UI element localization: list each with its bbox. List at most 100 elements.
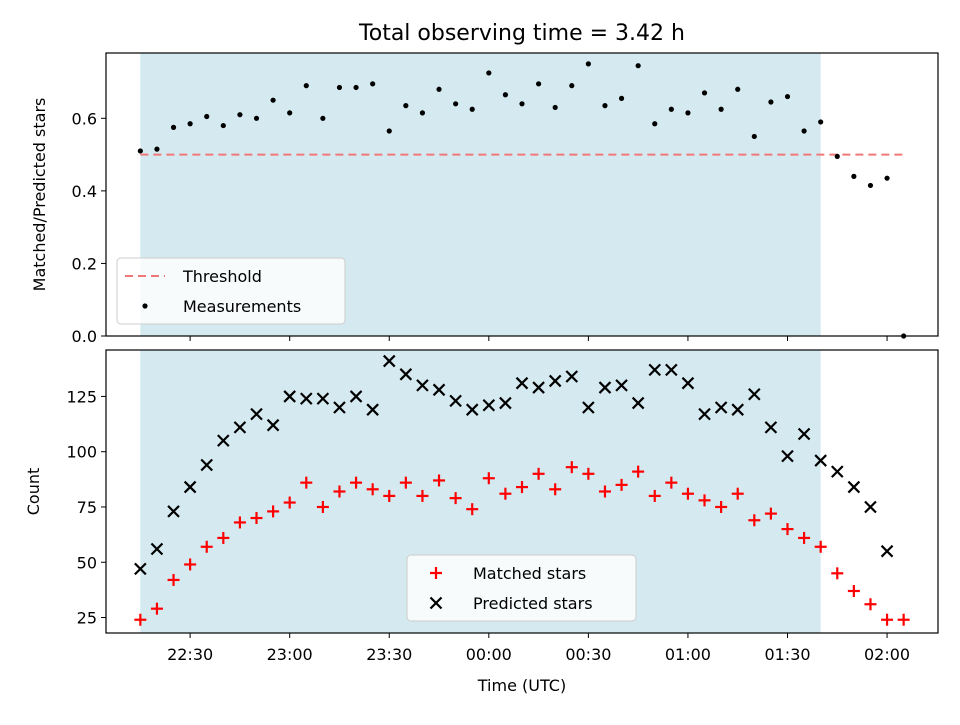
top-ticks: 0.0 0.2 0.4 0.6 [72,109,888,346]
measurement-point [486,70,492,76]
matched-star-point [731,487,744,500]
x-tick-label: 23:00 [267,645,313,664]
predicted-star-point [499,396,512,410]
matched-star-point [350,476,363,489]
predicted-star-point [698,407,711,421]
matched-star-point [516,481,528,494]
predicted-star-point [582,401,595,414]
matched-star-point [482,472,495,485]
measurement-point [867,182,874,189]
bottom-legend: Matched stars Predicted stars [406,554,637,622]
matched-star-point [366,483,379,496]
measurement-point [602,103,608,109]
predicted-star-point [333,401,346,414]
predicted-stars-points [134,354,894,576]
top-y-tick-label: 0.2 [72,254,97,273]
predicted-star-point [814,454,827,467]
predicted-star-point [731,403,744,416]
predicted-star-point [598,381,612,394]
matched-stars-points [134,461,910,626]
measurements-legend-swatch [142,303,148,309]
measurement-point [353,84,359,91]
measurement-point [436,86,442,92]
predicted-star-point [233,421,247,434]
measurement-point [187,121,193,127]
matched-star-point [565,461,578,474]
top-legend-box [116,257,346,325]
measurement-point [469,106,475,112]
predicted-star-point [432,383,446,397]
measurement-point [220,122,226,129]
predicted-star-point [648,363,662,377]
predicted-star-point [316,392,330,405]
top-y-tick-label: 0.4 [72,182,97,201]
matched-star-point [433,474,446,487]
predicted-star-point [266,418,280,432]
measurement-point [718,106,724,112]
measurement-point [801,128,807,134]
predicted-legend-marker [429,596,443,610]
matched-star-point [615,478,628,491]
predicted-star-point [781,449,794,463]
matched-star-point [233,516,246,529]
matched-star-point [200,540,213,553]
bottom-y-tick-label: 125 [66,387,97,406]
predicted-star-point [515,376,529,390]
matched-star-point [549,483,562,496]
x-tick-label: 00:30 [565,645,611,664]
top-legend: Threshold Measurements [116,257,346,325]
matched-star-point [167,573,180,586]
matched-star-point [665,476,678,489]
bottom-y-tick-label: 100 [66,443,97,462]
matched-star-point [250,512,263,525]
matched-legend-marker [430,567,442,579]
predicted-star-point [681,376,695,390]
matched-star-point [881,613,894,626]
predicted-star-point [665,363,678,377]
predicted-star-point [565,370,579,383]
matched-star-point [449,492,462,505]
chart-title: Total observing time = 3.42 h [358,21,685,46]
measurement-point [303,83,309,89]
measurement-point [818,119,824,125]
measurement-point [685,110,691,116]
measurement-point [270,97,276,103]
predicted-star-point [748,387,761,401]
x-axis-label: Time (UTC) [477,676,566,695]
predicted-star-point [830,465,844,478]
predicted-star-point [847,480,861,494]
predicted-star-point [797,427,811,441]
matched-legend-swatch [430,567,442,579]
measurement-point [701,90,708,96]
legend-threshold-label: Threshold [182,267,262,286]
bottom-y-axis-label: Count [24,468,43,516]
matched-star-point [748,514,761,527]
bottom-axes-frame [105,349,939,634]
measurement-point [370,81,376,87]
measurement-point [652,121,658,127]
measurement-point [453,101,459,107]
matched-star-point [582,467,595,480]
matched-star-point [383,489,396,502]
measurement-point [784,93,791,100]
matched-star-point [499,487,512,500]
predicted-star-point [283,390,296,403]
bottom-y-tick-label: 50 [77,553,97,572]
measurement-point [419,110,426,116]
predicted-star-point [449,394,462,408]
measurement-point [403,103,409,109]
measurement-point [668,106,674,112]
matched-star-point [598,485,611,498]
predicted-star-point [200,458,214,472]
top-y-tick-label: 0.0 [72,327,97,346]
matched-star-point [134,613,147,626]
matched-star-point [416,489,429,502]
x-tick-label: 22:30 [167,645,213,664]
x-tick-label: 02:00 [864,645,910,664]
predicted-star-point [183,480,197,494]
measurement-point [502,92,509,98]
top-panel: 0.0 0.2 0.4 0.6 Total observing time = 3.42… [30,21,939,346]
matched-star-point [847,584,860,597]
x-tick-label: 23:30 [366,645,412,664]
predicted-star-point [631,396,645,410]
